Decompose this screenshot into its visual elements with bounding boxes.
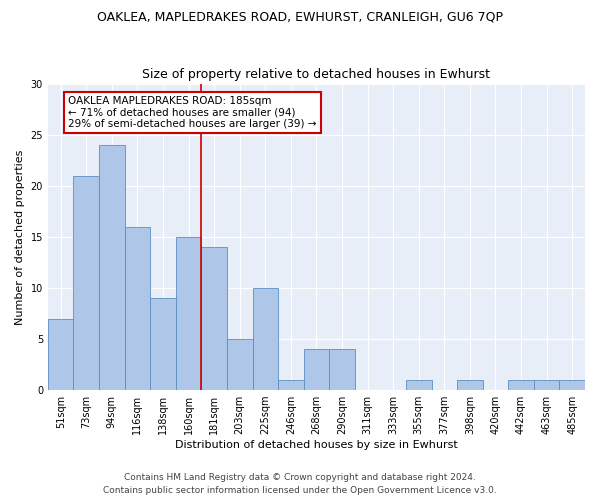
Y-axis label: Number of detached properties: Number of detached properties <box>15 149 25 324</box>
Bar <box>559 380 585 390</box>
Bar <box>176 237 202 390</box>
Text: Contains HM Land Registry data © Crown copyright and database right 2024.
Contai: Contains HM Land Registry data © Crown c… <box>103 474 497 495</box>
Text: OAKLEA MAPLEDRAKES ROAD: 185sqm
← 71% of detached houses are smaller (94)
29% of: OAKLEA MAPLEDRAKES ROAD: 185sqm ← 71% of… <box>68 96 317 129</box>
Bar <box>253 288 278 390</box>
Bar <box>329 349 355 390</box>
Bar <box>48 318 73 390</box>
Bar <box>73 176 99 390</box>
Bar <box>125 226 150 390</box>
Bar <box>227 339 253 390</box>
Bar <box>202 247 227 390</box>
X-axis label: Distribution of detached houses by size in Ewhurst: Distribution of detached houses by size … <box>175 440 458 450</box>
Bar <box>278 380 304 390</box>
Bar <box>457 380 482 390</box>
Bar <box>406 380 431 390</box>
Text: OAKLEA, MAPLEDRAKES ROAD, EWHURST, CRANLEIGH, GU6 7QP: OAKLEA, MAPLEDRAKES ROAD, EWHURST, CRANL… <box>97 10 503 23</box>
Bar <box>304 349 329 390</box>
Title: Size of property relative to detached houses in Ewhurst: Size of property relative to detached ho… <box>142 68 490 81</box>
Bar <box>150 298 176 390</box>
Bar <box>534 380 559 390</box>
Bar <box>508 380 534 390</box>
Bar <box>99 145 125 390</box>
